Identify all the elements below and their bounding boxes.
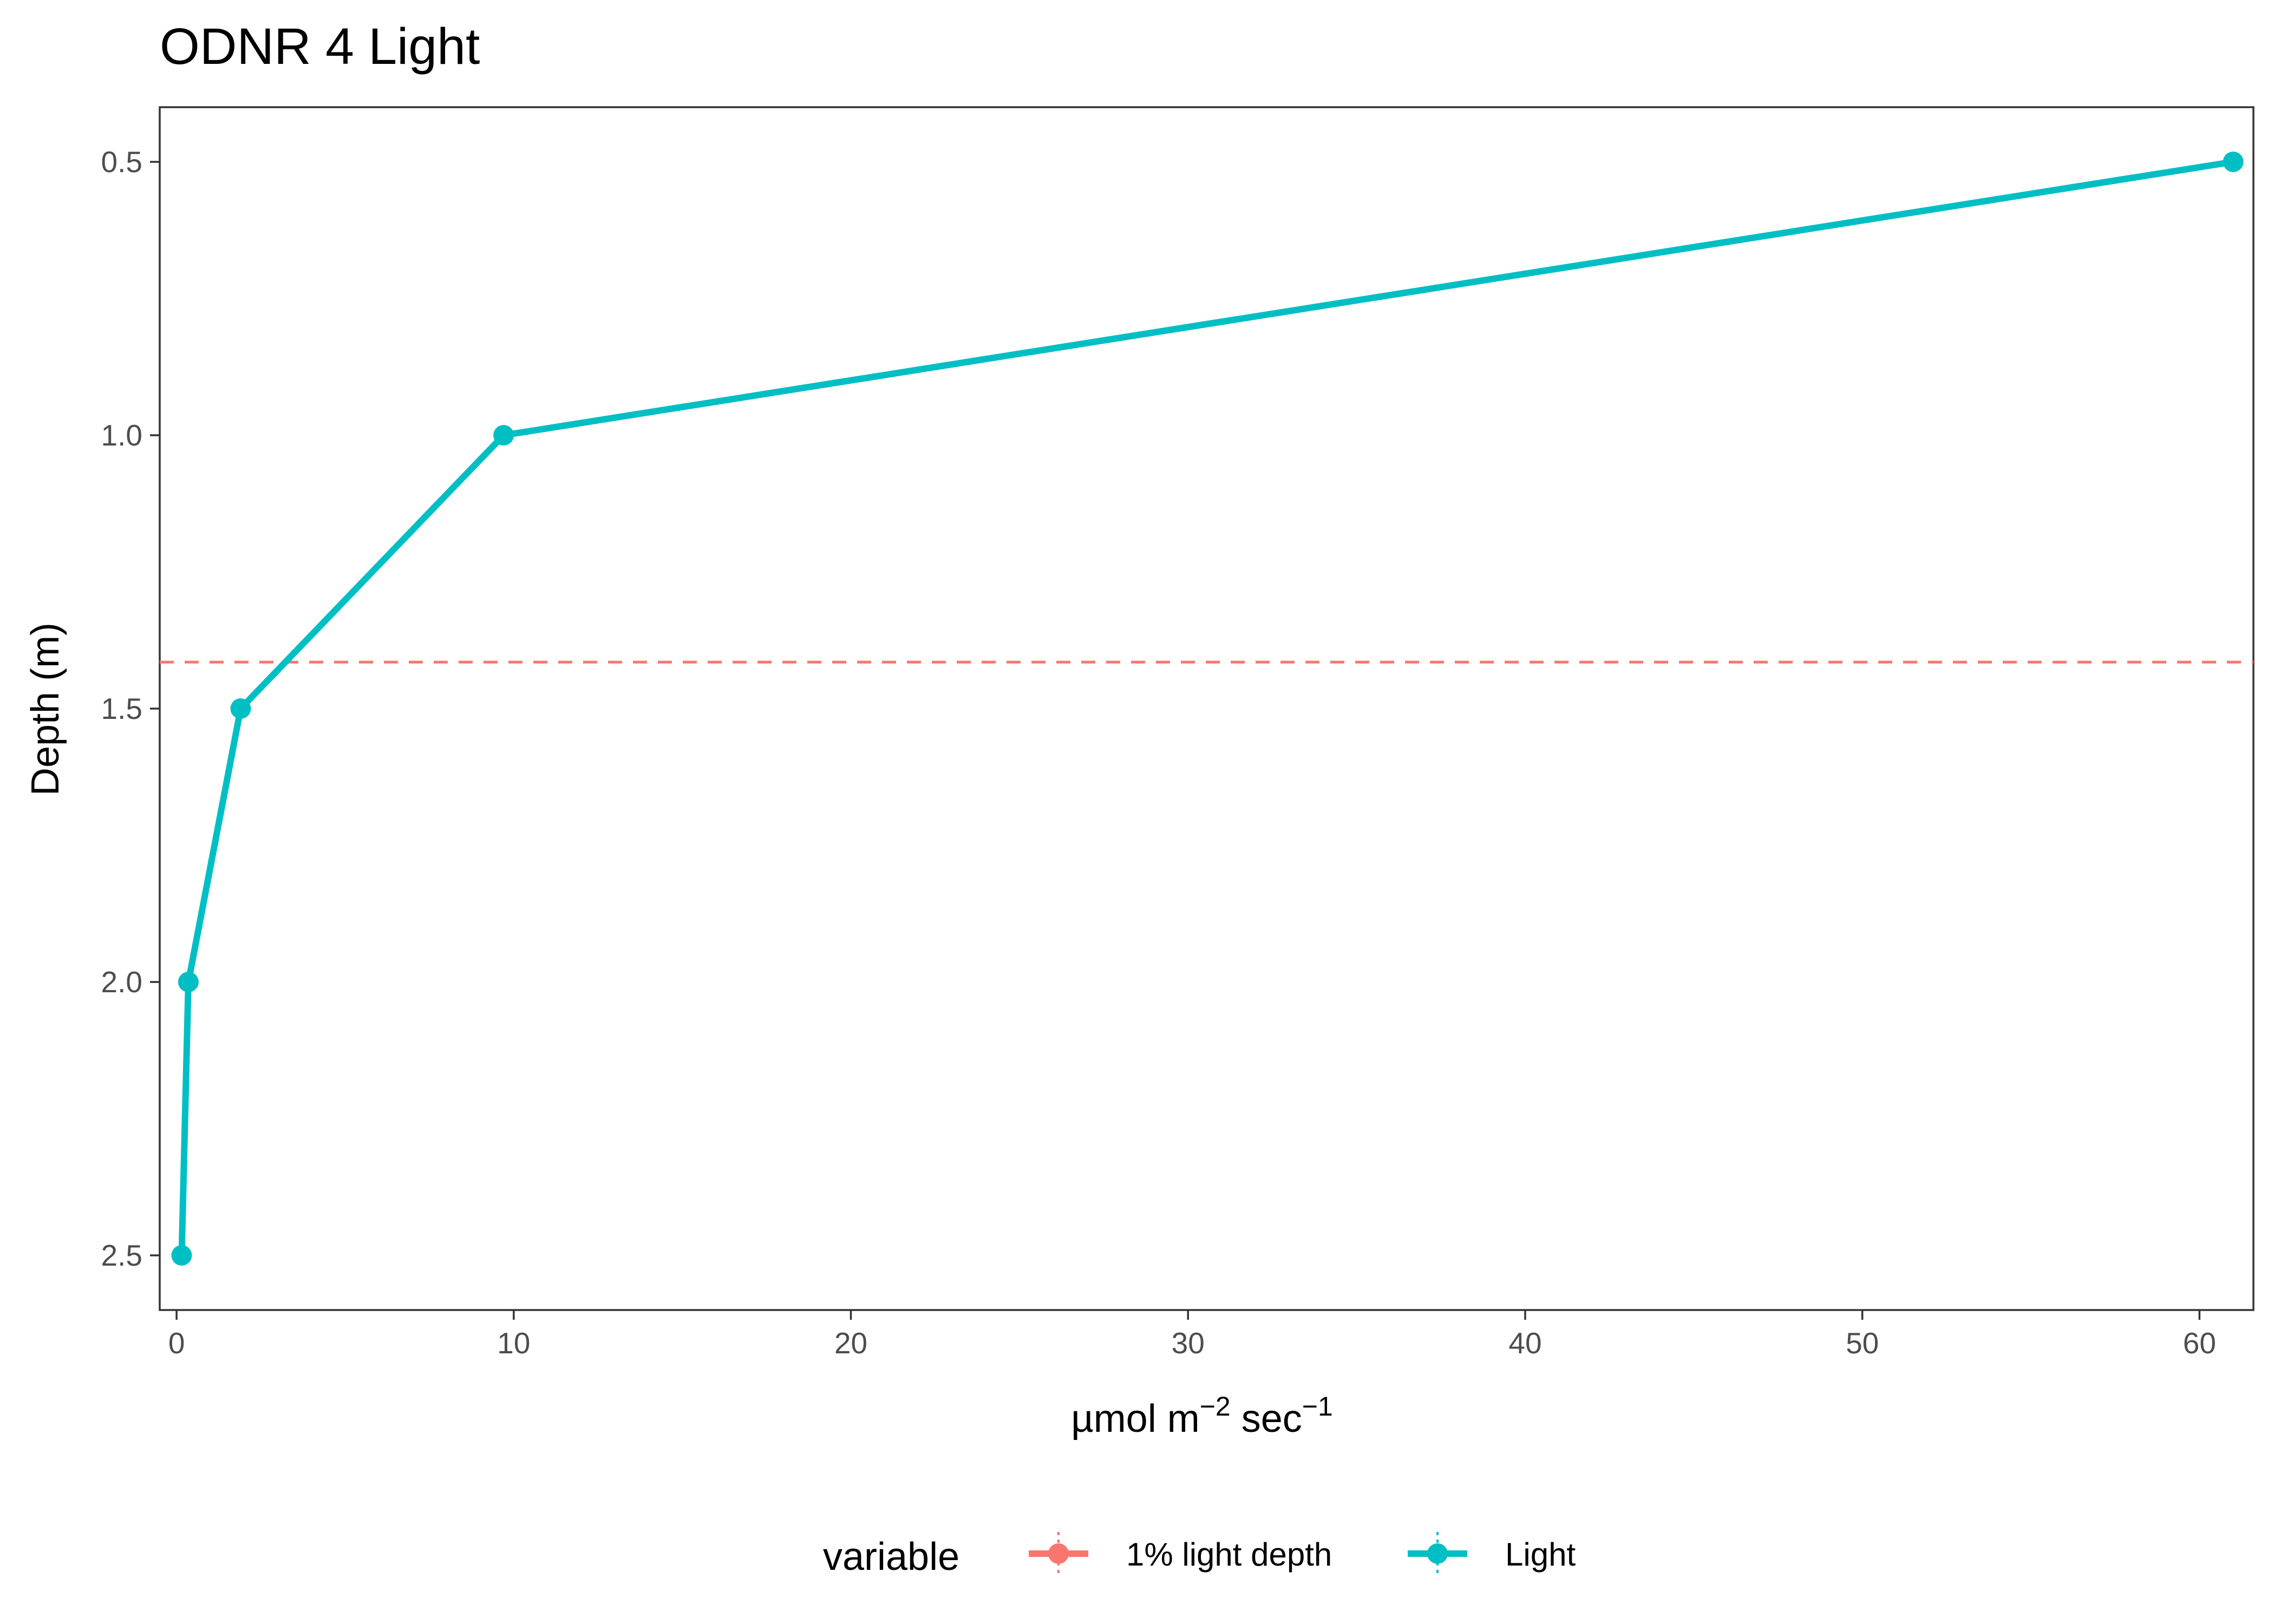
x-tick-label: 30 <box>1172 1326 1205 1360</box>
x-tick-label: 60 <box>2183 1326 2216 1360</box>
x-tick-label: 10 <box>497 1326 530 1360</box>
x-tick-label: 0 <box>168 1326 185 1360</box>
x-tick-label: 50 <box>1846 1326 1879 1360</box>
x-axis-title-base: µmol m <box>1071 1397 1199 1440</box>
y-axis-title: Depth (m) <box>24 623 67 796</box>
x-axis-title-exp1: −2 <box>1200 1391 1231 1422</box>
data-point-light <box>230 698 251 719</box>
x-tick-label: 40 <box>1508 1326 1541 1360</box>
y-tick-label: 0.5 <box>101 145 142 179</box>
x-axis: 0 10 20 30 40 50 60 <box>168 1310 2216 1360</box>
chart-title: ODNR 4 Light <box>160 18 480 75</box>
y-axis: 0.5 1.0 1.5 2.0 2.5 <box>101 145 160 1272</box>
data-point-light <box>171 1245 192 1266</box>
legend-label: Light <box>1505 1536 1576 1573</box>
y-tick-label: 1.5 <box>101 692 142 725</box>
legend-label: 1% light depth <box>1126 1536 1332 1573</box>
x-tick-label: 20 <box>834 1326 867 1360</box>
legend: variable 1% light depth Light <box>823 1532 1576 1579</box>
legend-title: variable <box>823 1535 959 1579</box>
x-axis-title: µmol m−2 sec−1 <box>1071 1391 1333 1440</box>
y-tick-label: 2.0 <box>101 965 142 999</box>
y-tick-label: 2.5 <box>101 1239 142 1272</box>
legend-key-point-1pct <box>1048 1543 1069 1564</box>
legend-key-point-light <box>1427 1543 1448 1564</box>
y-tick-label: 1.0 <box>101 418 142 452</box>
plot-area <box>159 106 2255 1311</box>
x-axis-title-exp2: −1 <box>1302 1391 1333 1422</box>
data-point-light <box>178 972 199 992</box>
data-point-light <box>493 425 514 446</box>
x-axis-title-mid: sec <box>1231 1397 1302 1440</box>
data-point-light <box>2223 152 2244 172</box>
